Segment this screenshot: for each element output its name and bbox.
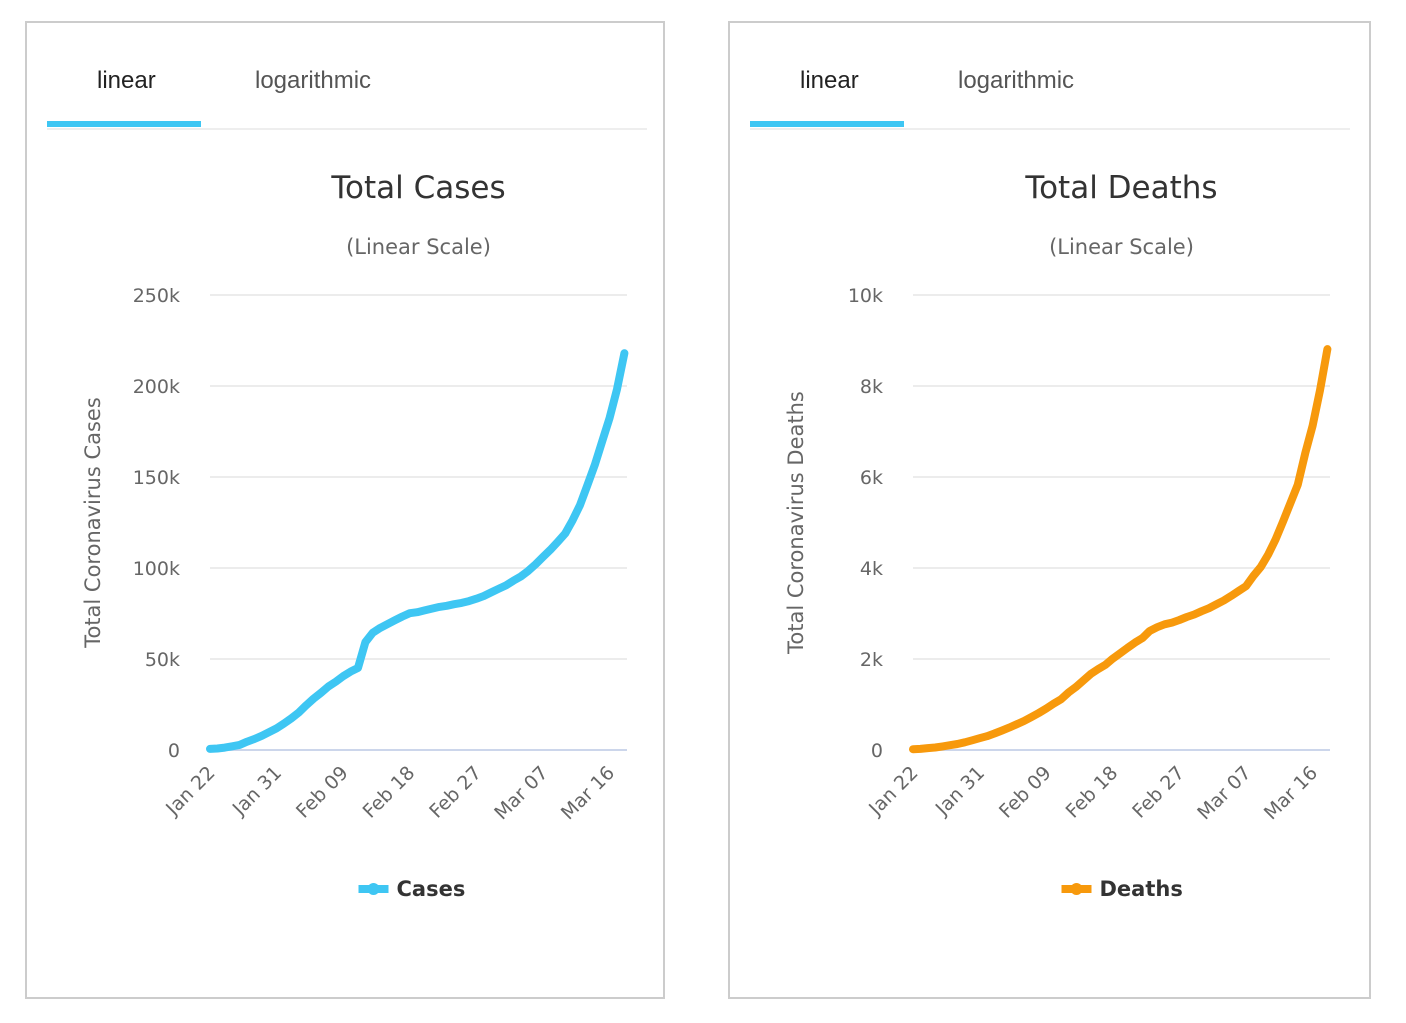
legend-label: Cases	[397, 877, 466, 901]
y-tick-label: 4k	[860, 558, 883, 580]
x-tick-label: Feb 27	[1128, 762, 1189, 823]
scale-tabs: linear logarithmic	[47, 23, 647, 130]
y-tick-label: 6k	[860, 467, 883, 489]
legend-item: Deaths	[1061, 877, 1183, 901]
x-tick-label: Jan 31	[931, 762, 989, 820]
y-axis-title: Total Coronavirus Deaths	[784, 391, 808, 655]
scale-tabs: linear logarithmic	[750, 23, 1350, 130]
tab-logarithmic[interactable]: logarithmic	[255, 67, 372, 94]
legend-symbol-marker	[367, 883, 380, 895]
y-axis-title: Total Coronavirus Cases	[81, 397, 105, 649]
cases-chart: Total Cases (Linear Scale) 0 50k 100k 150k 200…	[81, 170, 629, 901]
y-tick-label: 0	[871, 740, 883, 762]
y-tick-label: 200k	[133, 376, 180, 398]
y-tick-label: 2k	[860, 649, 883, 671]
x-tick-label: Feb 09	[292, 762, 353, 823]
chart-title: Total Cases	[330, 170, 505, 206]
tab-logarithmic[interactable]: logarithmic	[958, 67, 1075, 94]
series-line-cases	[206, 349, 629, 753]
tab-linear[interactable]: linear	[800, 67, 859, 94]
x-tick-label: Jan 31	[228, 762, 286, 820]
y-tick-label: 50k	[145, 649, 180, 671]
y-tick-label: 8k	[860, 376, 883, 398]
active-tab-indicator	[750, 121, 904, 127]
series-line-deaths	[909, 345, 1332, 754]
x-tick-label: Mar 16	[1260, 762, 1322, 824]
x-tick-label: Feb 18	[1062, 762, 1123, 823]
y-tick-label: 10k	[848, 285, 883, 307]
chart-subtitle: (Linear Scale)	[346, 235, 491, 259]
x-tick-label: Mar 07	[490, 762, 552, 824]
cases-panel: linear logarithmic Total Cases (Linear Sc…	[25, 21, 665, 999]
deaths-chart: Total Deaths (Linear Scale) 0 2k 4k 6k 8k 10k To…	[784, 170, 1332, 901]
legend-item: Cases	[358, 877, 466, 901]
legend-label: Deaths	[1100, 877, 1183, 901]
x-tick-label: Jan 22	[161, 762, 219, 820]
y-tick-label: 150k	[133, 467, 180, 489]
tab-linear[interactable]: linear	[97, 67, 156, 94]
legend-symbol-marker	[1070, 883, 1083, 895]
y-tick-label: 250k	[133, 285, 180, 307]
y-tick-label: 100k	[133, 558, 180, 580]
x-tick-label: Mar 07	[1193, 762, 1255, 824]
x-tick-label: Feb 18	[359, 762, 420, 823]
active-tab-indicator	[47, 121, 201, 127]
x-tick-label: Feb 27	[425, 762, 486, 823]
deaths-panel: linear logarithmic Total Deaths (Linear S…	[728, 21, 1371, 999]
x-tick-label: Jan 22	[864, 762, 922, 820]
x-tick-label: Feb 09	[995, 762, 1056, 823]
chart-title: Total Deaths	[1024, 170, 1217, 206]
y-tick-label: 0	[168, 740, 180, 762]
x-tick-label: Mar 16	[557, 762, 619, 824]
chart-subtitle: (Linear Scale)	[1049, 235, 1194, 259]
